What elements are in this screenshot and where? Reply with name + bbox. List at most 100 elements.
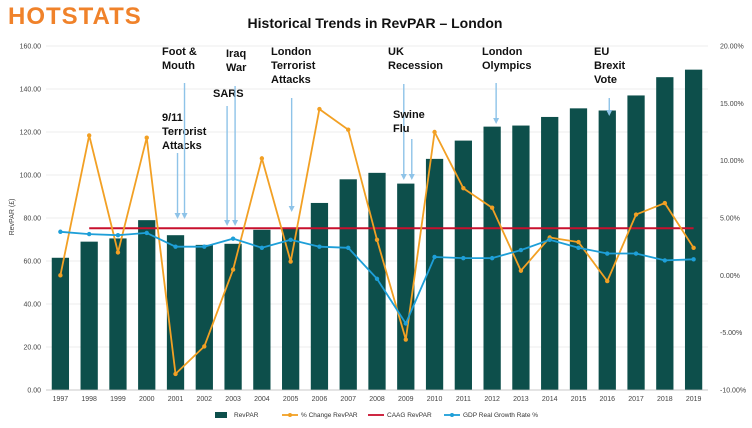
annotation: London Terrorist Attacks [271,46,316,212]
y-tick-label: 60.00 [23,259,41,266]
annotation-label: Attacks [162,140,202,152]
annotation-label: Mouth [162,60,195,72]
pct-change-point [259,156,265,161]
x-tick-label: 2006 [312,396,328,403]
revpar-bar [109,238,127,390]
annotation-label: EU [594,46,609,58]
y-tick-label: 20.00 [23,345,41,352]
y-tick-label: 40.00 [23,302,41,309]
x-tick-label: 2001 [168,396,184,403]
revpar-bar [512,125,530,391]
annotation-label: Vote [594,74,617,86]
annotation: UK Recession [388,46,443,180]
pct-change-point [461,185,466,191]
axes: 0.00 20.00 40.00 60.00 80.00 100.00 120.00 140.… [20,44,747,404]
annotation-label: Brexit [594,60,626,72]
pct-change-point [86,133,92,138]
x-tick-label: 2011 [456,396,471,403]
x-tick-label: 1997 [53,396,69,403]
gdp-growth-point [461,255,466,261]
gdp-growth-point [489,255,495,261]
annotation-label: SARS [213,88,244,100]
legend-label: % Change RevPAR [301,412,358,419]
x-tick-label: 2005 [283,396,299,403]
annotation-label: Olympics [482,60,532,72]
revpar-bar [195,244,213,390]
gdp-growth-point [317,244,322,249]
y-tick-label: 160.00 [20,44,42,51]
legend-caag: CAAG RevPAR [368,412,432,419]
annotation-arrowhead [181,213,188,219]
y-tick-label: 120.00 [20,130,42,137]
pct-change-point [202,344,207,349]
x-tick-label: 2015 [571,396,587,403]
gdp-growth-point [346,245,351,251]
annotation-label: Swine [393,109,425,121]
gdp-growth-point [202,244,207,249]
revpar-bar [80,241,98,390]
pct-change-point [317,106,322,112]
y2-tick-label: 0.00% [720,273,740,280]
legend-label: CAAG RevPAR [387,412,432,419]
x-tick-label: 2018 [657,396,673,403]
annotation: Swine Flu [393,109,425,180]
annotation: SARS [213,88,244,226]
x-tick-label: 2002 [197,396,213,403]
y2-tick-label: 5.00% [720,216,740,223]
gdp-growth-point [547,237,552,242]
hotstats-logo: HOTSTATS [8,3,142,30]
gdp-growth-point [58,229,63,234]
gdp-growth-point [691,257,696,262]
x-tick-label: 2003 [225,396,241,403]
x-tick-label: 2007 [340,396,356,403]
x-tick-label: 2017 [628,396,644,403]
legend-pct-change: % Change RevPAR [282,412,358,419]
gdp-growth-point [86,231,92,237]
pct-change-point [605,278,610,284]
annotation: Iraq War [226,48,247,226]
x-tick-label: 2013 [513,396,529,403]
revpar-bar [51,257,70,390]
pct-change-point [432,129,437,135]
pct-change-point [633,212,639,217]
gdp-growth-point [230,236,236,241]
y-tick-label: 80.00 [23,216,41,223]
annotation-label: Flu [393,123,410,135]
annotation: EU Brexit Vote [594,46,626,116]
x-tick-label: 2014 [542,396,558,403]
revpar-bar [282,227,300,390]
annotation-arrowhead [224,220,231,226]
annotation-label: London [482,46,523,58]
y2-tick-label: -5.00% [720,330,742,337]
revpar-bar [166,235,185,390]
event-annotations: 9/11 Terrorist Attacks Foot & Mouth SARS Iraq W… [162,46,626,226]
legend-label: RevPAR [234,412,259,419]
pct-change-point [489,205,495,210]
legend: RevPAR % Change RevPAR CAAG RevPAR GDP Real… [215,412,538,419]
gdp-growth-point [288,237,293,242]
revpar-bar [397,183,415,390]
y-tick-label: 0.00 [27,388,41,395]
y-tick-label: 100.00 [20,173,42,180]
revpar-bar [541,116,559,390]
pct-change-point [518,268,524,273]
y-axis-title: RevPAR (£) [9,199,16,236]
annotation-arrowhead [288,206,295,212]
gdp-growth-point [259,245,265,251]
annotation-arrowhead [606,110,613,116]
annotation-label: War [226,62,247,74]
annotation-label: Terrorist [271,60,316,72]
revpar-bars [51,69,703,391]
legend-marker [288,413,292,417]
annotation-arrowhead [408,174,415,180]
annotation-arrowhead [400,174,407,180]
legend-swatch [215,412,227,418]
annotation: London Olympics [482,46,532,124]
x-tick-label: 2009 [398,396,414,403]
x-tick-label: 2012 [484,396,500,403]
x-tick-label: 2010 [427,396,443,403]
pct-change-point [230,267,236,272]
revpar-bar [310,202,329,390]
pct-change-point [374,237,380,242]
